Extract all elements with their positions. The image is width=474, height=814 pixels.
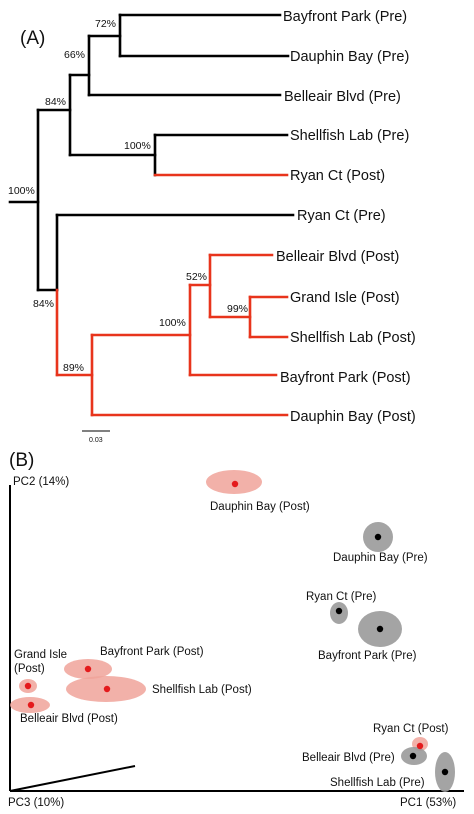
pca-point <box>376 625 384 633</box>
pca-point <box>416 742 424 750</box>
pca-point <box>409 752 417 760</box>
bootstrap-value: 84% <box>33 298 54 310</box>
pca-point-label: Dauphin Bay (Pre) <box>333 552 428 564</box>
bootstrap-value: 100% <box>159 317 186 329</box>
pca-plot: Dauphin Bay (Post) Dauphin Bay (Pre) Ryan … <box>10 470 455 792</box>
pca-point <box>441 768 449 776</box>
tree-leaf-label: Shellfish Lab (Pre) <box>290 128 409 144</box>
pca-point <box>374 533 382 541</box>
tree-leaf-label: Dauphin Bay (Post) <box>290 409 416 425</box>
bootstrap-value: 84% <box>45 96 66 108</box>
pca-point <box>103 685 111 693</box>
tree-leaf-label: Shellfish Lab (Post) <box>290 330 416 346</box>
tree-leaf-label: Belleair Blvd (Post) <box>276 249 399 265</box>
bootstrap-value: 52% <box>186 271 207 283</box>
pca-point-label: Belleair Blvd (Post) <box>20 713 118 725</box>
pca-point-label: Bayfront Park (Post) <box>100 646 204 658</box>
tree-leaf-label: Bayfront Park (Post) <box>280 370 411 386</box>
tree-leaf-label: Ryan Ct (Pre) <box>297 208 386 224</box>
pc1-axis-label: PC1 (53%) <box>400 797 456 809</box>
pc2-axis-label: PC2 (14%) <box>13 476 69 488</box>
pca-point <box>27 701 35 709</box>
pc3-axis-label: PC3 (10%) <box>8 797 64 809</box>
bootstrap-value: 100% <box>124 140 151 152</box>
pca-point-label: Dauphin Bay (Post) <box>210 501 310 513</box>
tree-leaf-label: Bayfront Park (Pre) <box>283 9 407 25</box>
pca-point-label: Ryan Ct (Post) <box>373 723 449 735</box>
pca-point-label: Grand Isle (Post) <box>14 649 67 675</box>
tree-leaf-label: Belleair Blvd (Pre) <box>284 89 401 105</box>
pca-point-label: Shellfish Lab (Pre) <box>330 777 425 789</box>
pca-point-label: Bayfront Park (Pre) <box>318 650 417 662</box>
pca-point-label: Belleair Blvd (Pre) <box>302 752 395 764</box>
tree-leaf-label: Ryan Ct (Post) <box>290 168 385 184</box>
bootstrap-value: 72% <box>95 18 116 30</box>
scale-bar-label: 0.03 <box>89 437 103 444</box>
pca-point-label: Ryan Ct (Pre) <box>306 591 376 603</box>
pca-point-label: Shellfish Lab (Post) <box>152 684 252 696</box>
tree-leaf-label: Grand Isle (Post) <box>290 290 400 306</box>
pca-point <box>231 480 239 488</box>
tree-leaf-label: Dauphin Bay (Pre) <box>290 49 409 65</box>
scale-bar: 0.03 <box>82 430 110 444</box>
bootstrap-value: 100% <box>8 185 35 197</box>
pca-point <box>84 665 92 673</box>
phylogenetic-tree: Bayfront Park (Pre) Dauphin Bay (Pre) Bell… <box>8 9 416 425</box>
bootstrap-value: 89% <box>63 362 84 374</box>
bootstrap-value: 99% <box>227 303 248 315</box>
panel-a-label: (A) <box>20 28 45 49</box>
bootstrap-value: 66% <box>64 49 85 61</box>
panel-b-label: (B) <box>9 450 34 471</box>
pca-point <box>24 682 32 690</box>
pca-point <box>335 607 343 615</box>
pca-axes <box>9 485 464 792</box>
